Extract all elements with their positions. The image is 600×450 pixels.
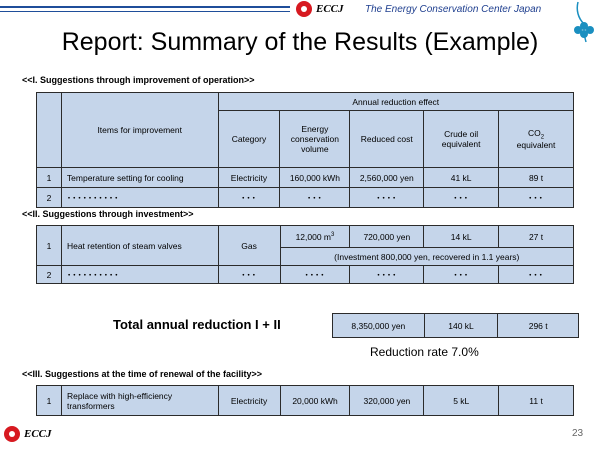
eccj-logo-icon <box>4 426 20 442</box>
footer-brand: ECCJ <box>24 428 52 440</box>
row-item: ･･････････ <box>60 187 219 208</box>
page-number: 23 <box>572 428 584 439</box>
clover-icon <box>574 1 594 43</box>
header-no <box>36 92 62 168</box>
total-label: Total annual reduction I + II <box>113 317 281 332</box>
header-energy: Energy conservation volume <box>279 110 351 168</box>
total-crude: 140 kL <box>423 313 499 338</box>
row-crude: 41 kL <box>423 167 500 188</box>
row-item: ･･････････ <box>60 265 219 284</box>
table-row: 2 ･･････････ ･･･ ････ ････ ･･･ ･･･ <box>36 265 574 284</box>
header-brand: ECCJ <box>316 3 344 15</box>
row-number: 2 <box>36 187 62 208</box>
row-energy: 160,000 kWh <box>279 167 351 188</box>
row-energy: ････ <box>279 265 351 284</box>
row-crude: 5 kL <box>423 385 500 416</box>
header-crude: Crude oil equivalent <box>423 110 500 168</box>
row-cost: 320,000 yen <box>349 385 425 416</box>
row-number: 2 <box>36 265 62 284</box>
row-crude: 14 kL <box>423 225 500 248</box>
header-logo: ECCJ <box>296 1 344 17</box>
row-co2: 11 t <box>498 385 574 416</box>
header-cost: Reduced cost <box>349 110 425 168</box>
row-co2: 27 t <box>498 225 574 248</box>
row-cost: 720,000 yen <box>349 225 425 248</box>
row-energy: 12,000 m3 <box>279 225 351 248</box>
section-3-heading: <<III. Suggestions at the time of renewa… <box>22 369 263 379</box>
table-row: 2 ･･････････ ･･･ ･･･ ････ ･･･ ･･･ <box>36 187 574 208</box>
total-cost: 8,350,000 yen <box>332 313 425 338</box>
header-category: Category <box>217 110 281 168</box>
row-energy: 20,000 kWh <box>279 385 351 416</box>
row-cost: ････ <box>349 265 425 284</box>
header-items: Items for improvement <box>60 92 219 168</box>
header-rule-bottom <box>0 11 290 12</box>
header-annual-reduction: Annual reduction effect <box>217 92 575 111</box>
operation-table: Items for improvement Annual reduction e… <box>36 92 575 208</box>
total-co2: 296 t <box>497 313 579 338</box>
row-co2: 89 t <box>498 167 574 188</box>
investment-note: (Investment 800,000 yen, recovered in 1.… <box>279 247 575 266</box>
row-cost: 2,560,000 yen <box>349 167 425 188</box>
row-category: Electricity <box>217 385 281 416</box>
row-co2: ･･･ <box>498 187 574 208</box>
row-category: Gas <box>217 225 281 266</box>
row-number: 1 <box>36 225 62 266</box>
row-category: Electricity <box>217 167 281 188</box>
row-item: Replace with high-efficiency transformer… <box>60 385 219 416</box>
investment-table: 1 Heat retention of steam valves Gas 12,… <box>36 225 575 284</box>
table-row: 1 Heat retention of steam valves Gas 12,… <box>36 225 574 266</box>
row-category: ･･･ <box>217 187 281 208</box>
header-rule-top <box>0 6 290 8</box>
row-crude: ･･･ <box>423 265 500 284</box>
renewal-table: 1 Replace with high-efficiency transform… <box>36 385 574 416</box>
header-co2: CO2 equivalent <box>498 110 574 168</box>
organization-name: The Energy Conservation Center Japan <box>365 4 542 15</box>
row-item: Temperature setting for cooling <box>60 167 219 188</box>
table-row: 1 Replace with high-efficiency transform… <box>36 385 574 416</box>
total-table: 8,350,000 yen 140 kL 296 t <box>332 313 579 338</box>
row-number: 1 <box>36 385 62 416</box>
eccj-logo-icon <box>296 1 312 17</box>
row-cost: ････ <box>349 187 425 208</box>
row-crude: ･･･ <box>423 187 500 208</box>
row-co2: ･･･ <box>498 265 574 284</box>
table-row: 1 Temperature setting for cooling Electr… <box>36 167 574 188</box>
section-2-heading: <<II. Suggestions through investment>> <box>22 209 194 219</box>
reduction-rate: Reduction rate 7.0% <box>370 345 479 359</box>
row-number: 1 <box>36 167 62 188</box>
section-1-heading: <<I. Suggestions through improvement of … <box>22 75 255 85</box>
row-category: ･･･ <box>217 265 281 284</box>
footer-logo: ECCJ <box>4 426 52 442</box>
page-title: Report: Summary of the Results (Example) <box>61 28 539 56</box>
row-item: Heat retention of steam valves <box>60 225 219 266</box>
row-energy: ･･･ <box>279 187 351 208</box>
